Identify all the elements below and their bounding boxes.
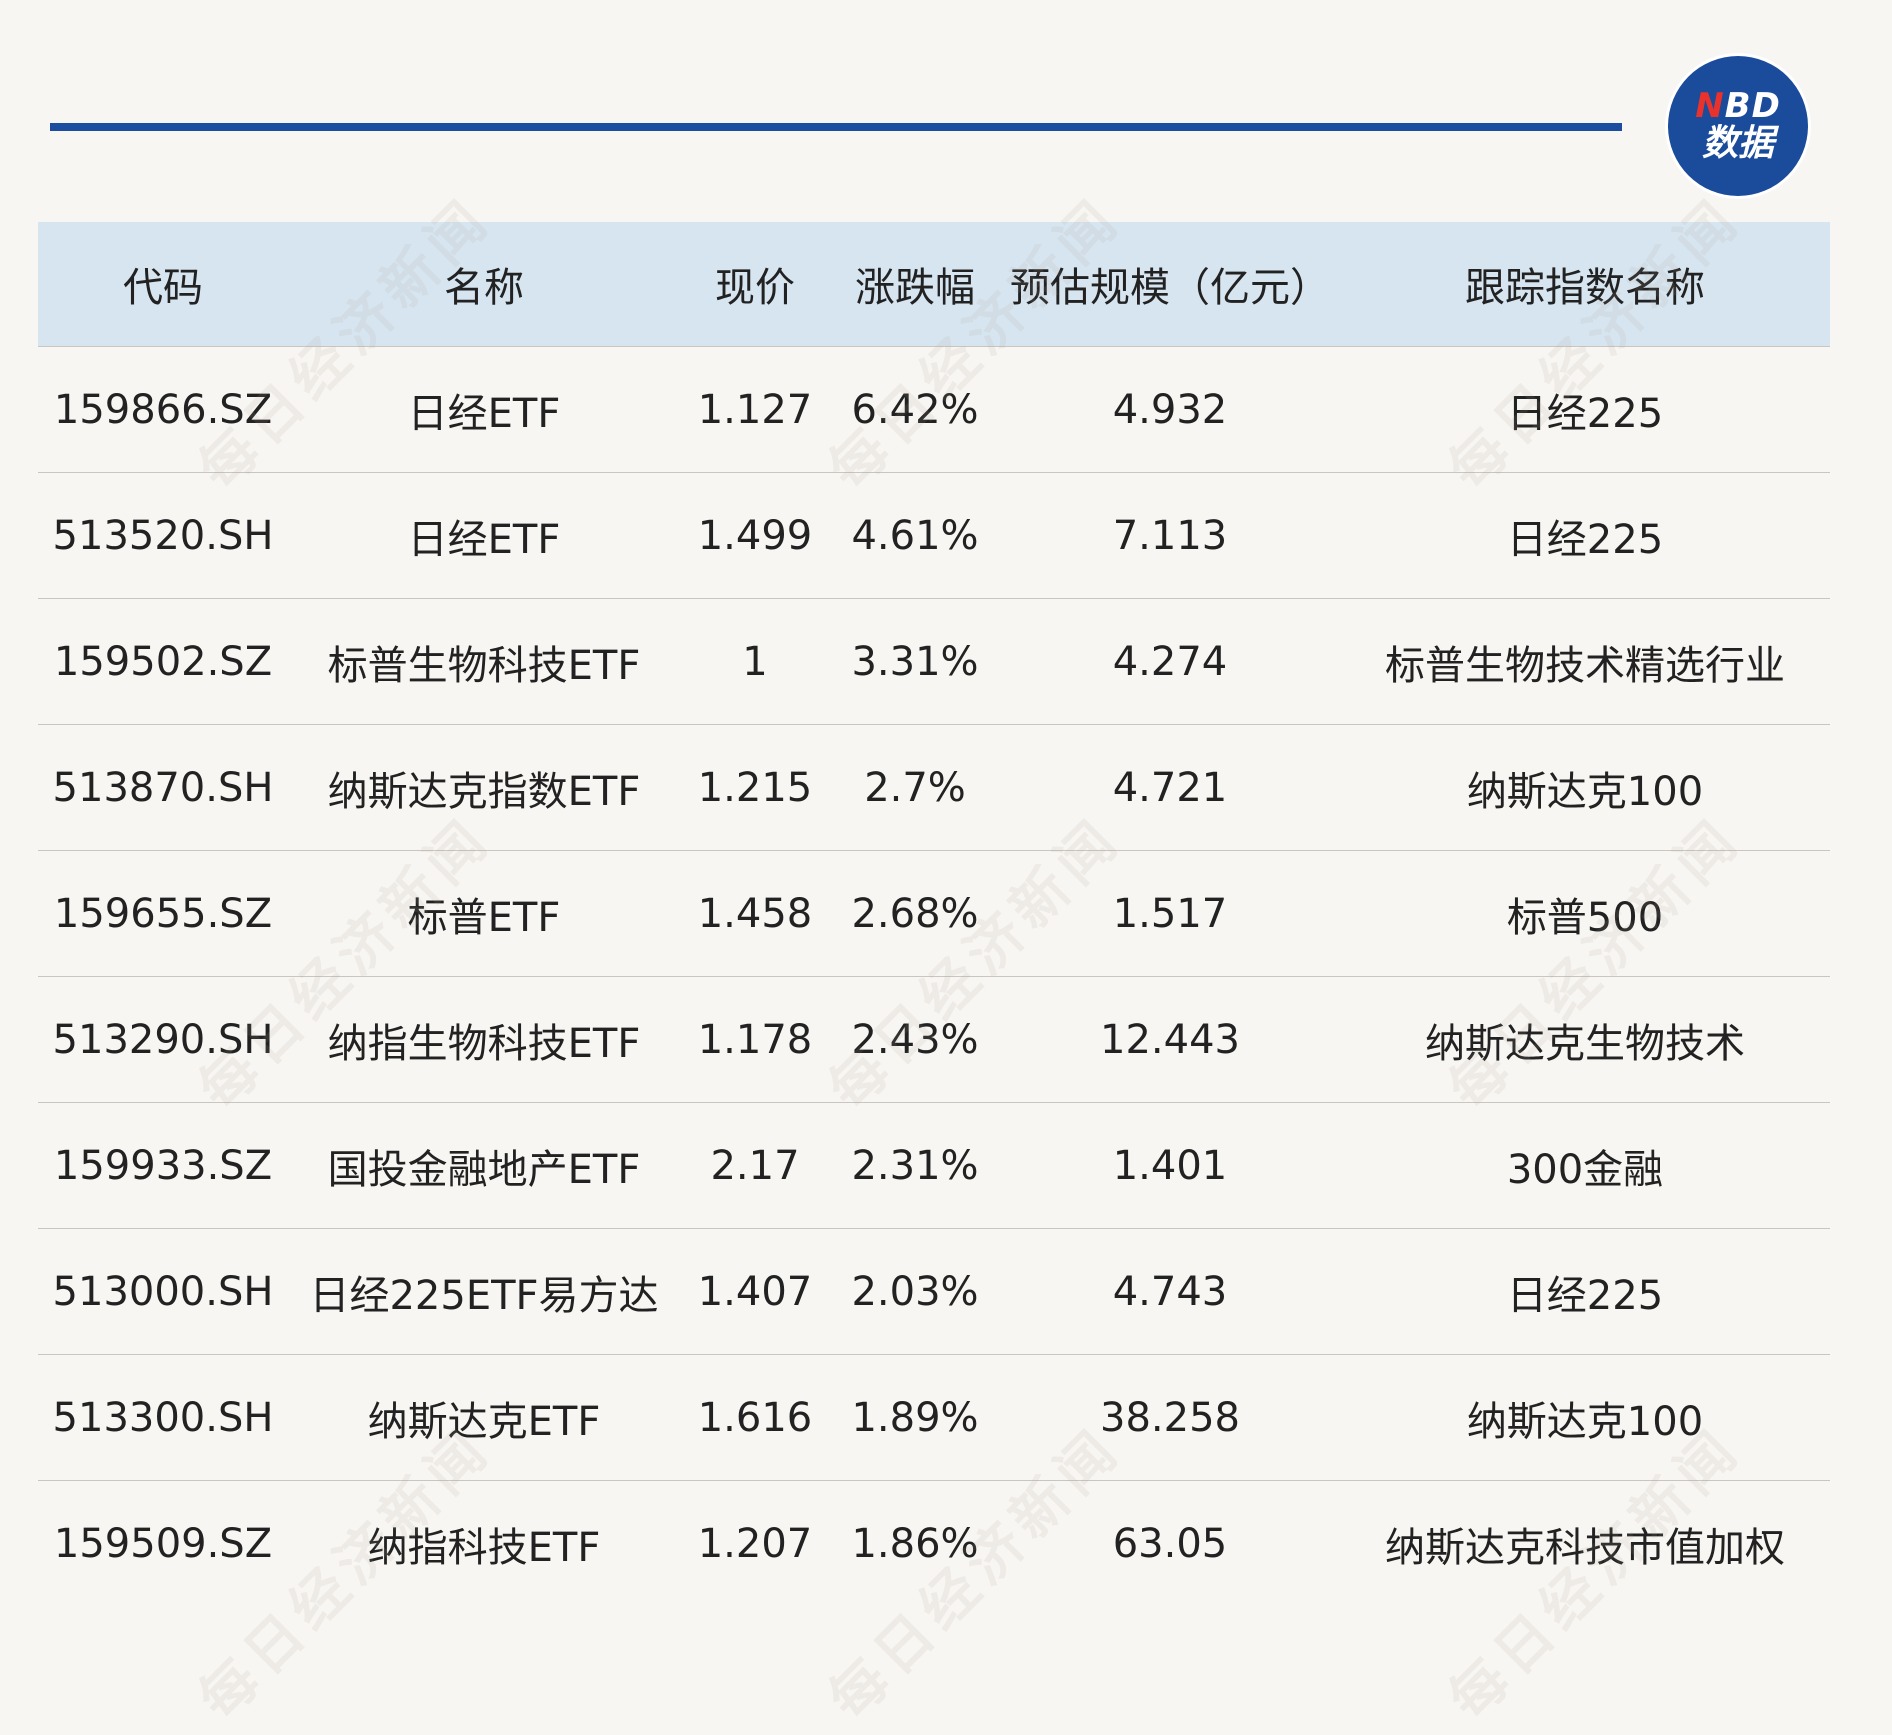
- cell-code: 513870.SH: [38, 724, 288, 851]
- top-accent-rule: [50, 123, 1622, 131]
- cell-name: 日经ETF: [288, 346, 680, 473]
- cell-size: 4.932: [1000, 346, 1340, 473]
- cell-change: 4.61%: [830, 472, 1000, 599]
- cell-code: 513290.SH: [38, 976, 288, 1103]
- header-index: 跟踪指数名称: [1465, 265, 1705, 311]
- cell-price: 1.407: [680, 1228, 830, 1355]
- cell-code: 159655.SZ: [38, 850, 288, 977]
- cell-name: 标普ETF: [288, 850, 680, 977]
- cell-index: 日经225: [1340, 472, 1830, 599]
- cell-code: 513520.SH: [38, 472, 288, 599]
- cell-name: 标普生物科技ETF: [288, 598, 680, 725]
- cell-change: 2.68%: [830, 850, 1000, 977]
- cell-change: 2.31%: [830, 1102, 1000, 1229]
- cell-size: 4.743: [1000, 1228, 1340, 1355]
- cell-index: 日经225: [1340, 1228, 1830, 1355]
- cell-change: 2.43%: [830, 976, 1000, 1103]
- cell-code: 159866.SZ: [38, 346, 288, 473]
- cell-index: 纳斯达克生物技术: [1340, 976, 1830, 1103]
- table-row: 513870.SH 纳斯达克指数ETF 1.215 2.7% 4.721 纳斯达…: [38, 724, 1830, 851]
- header-code: 代码: [123, 265, 203, 311]
- header-name: 名称: [444, 265, 524, 311]
- cell-price: 1.616: [680, 1354, 830, 1481]
- cell-price: 1.215: [680, 724, 830, 851]
- cell-code: 513000.SH: [38, 1228, 288, 1355]
- cell-index: 纳斯达克100: [1340, 1354, 1830, 1481]
- cell-code: 159502.SZ: [38, 598, 288, 725]
- cell-name: 纳指科技ETF: [288, 1480, 680, 1606]
- cell-price: 1.458: [680, 850, 830, 977]
- table-row: 513520.SH 日经ETF 1.499 4.61% 7.113 日经225: [38, 472, 1830, 599]
- cell-price: 1.178: [680, 976, 830, 1103]
- cell-change: 2.03%: [830, 1228, 1000, 1355]
- cell-change: 6.42%: [830, 346, 1000, 473]
- logo-sub: 数据: [1701, 123, 1774, 164]
- cell-price: 1: [680, 598, 830, 725]
- cell-size: 7.113: [1000, 472, 1340, 599]
- cell-price: 2.17: [680, 1102, 830, 1229]
- cell-size: 38.258: [1000, 1354, 1340, 1481]
- cell-code: 159509.SZ: [38, 1480, 288, 1606]
- header-size: 预估规模（亿元）: [1010, 265, 1330, 311]
- cell-name: 纳斯达克指数ETF: [288, 724, 680, 851]
- cell-code: 159933.SZ: [38, 1102, 288, 1229]
- cell-code: 513300.SH: [38, 1354, 288, 1481]
- cell-index: 纳斯达克100: [1340, 724, 1830, 851]
- cell-size: 1.517: [1000, 850, 1340, 977]
- header-price: 现价: [715, 265, 795, 311]
- cell-name: 纳指生物科技ETF: [288, 976, 680, 1103]
- cell-index: 300金融: [1340, 1102, 1830, 1229]
- header-change: 涨跌幅: [855, 265, 975, 311]
- cell-size: 4.721: [1000, 724, 1340, 851]
- cell-price: 1.127: [680, 346, 830, 473]
- cell-name: 纳斯达克ETF: [288, 1354, 680, 1481]
- etf-table: 代码 名称 现价 涨跌幅 预估规模（亿元） 跟踪指数名称 159866.SZ 日…: [38, 222, 1830, 1606]
- cell-size: 1.401: [1000, 1102, 1340, 1229]
- table-row: 159655.SZ 标普ETF 1.458 2.68% 1.517 标普500: [38, 850, 1830, 977]
- cell-price: 1.499: [680, 472, 830, 599]
- cell-index: 标普500: [1340, 850, 1830, 977]
- table-row: 513300.SH 纳斯达克ETF 1.616 1.89% 38.258 纳斯达…: [38, 1354, 1830, 1481]
- table-row: 159933.SZ 国投金融地产ETF 2.17 2.31% 1.401 300…: [38, 1102, 1830, 1229]
- cell-price: 1.207: [680, 1480, 830, 1606]
- table-row: 513000.SH 日经225ETF易方达 1.407 2.03% 4.743 …: [38, 1228, 1830, 1355]
- table-row: 159509.SZ 纳指科技ETF 1.207 1.86% 63.05 纳斯达克…: [38, 1480, 1830, 1606]
- cell-index: 日经225: [1340, 346, 1830, 473]
- cell-name: 日经225ETF易方达: [288, 1228, 680, 1355]
- cell-change: 1.89%: [830, 1354, 1000, 1481]
- table-row: 159502.SZ 标普生物科技ETF 1 3.31% 4.274 标普生物技术…: [38, 598, 1830, 725]
- cell-size: 12.443: [1000, 976, 1340, 1103]
- cell-size: 63.05: [1000, 1480, 1340, 1606]
- logo-brand: NBD: [1695, 86, 1781, 126]
- cell-index: 纳斯达克科技市值加权: [1340, 1480, 1830, 1606]
- cell-size: 4.274: [1000, 598, 1340, 725]
- table-row: 513290.SH 纳指生物科技ETF 1.178 2.43% 12.443 纳…: [38, 976, 1830, 1103]
- table-header-row: 代码 名称 现价 涨跌幅 预估规模（亿元） 跟踪指数名称: [38, 222, 1830, 347]
- table-row: 159866.SZ 日经ETF 1.127 6.42% 4.932 日经225: [38, 346, 1830, 473]
- cell-name: 国投金融地产ETF: [288, 1102, 680, 1229]
- cell-name: 日经ETF: [288, 472, 680, 599]
- cell-change: 2.7%: [830, 724, 1000, 851]
- cell-index: 标普生物技术精选行业: [1340, 598, 1830, 725]
- nbd-data-logo: NBD 数据: [1668, 56, 1808, 196]
- cell-change: 1.86%: [830, 1480, 1000, 1606]
- cell-change: 3.31%: [830, 598, 1000, 725]
